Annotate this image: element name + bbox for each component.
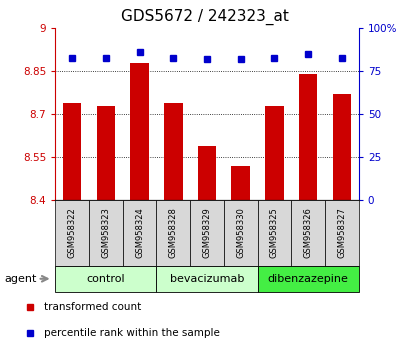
Text: bevacizumab: bevacizumab [169,274,244,284]
Bar [197,145,216,200]
Text: GSM958324: GSM958324 [135,207,144,258]
Text: GSM958325: GSM958325 [269,207,278,258]
Bar [164,103,182,200]
Text: GDS5672 / 242323_at: GDS5672 / 242323_at [121,9,288,25]
Text: GSM958327: GSM958327 [337,207,346,258]
Bar [97,105,115,200]
Bar [130,63,148,200]
Text: transformed count: transformed count [45,302,142,313]
Text: GSM958330: GSM958330 [236,207,245,258]
Text: dibenzazepine: dibenzazepine [267,274,348,284]
Text: agent: agent [4,274,36,284]
Text: GSM958323: GSM958323 [101,207,110,258]
Bar [231,166,249,200]
Text: GSM958322: GSM958322 [67,207,76,258]
Bar [265,105,283,200]
Bar [63,103,81,200]
Text: control: control [86,274,125,284]
Text: GSM958328: GSM958328 [169,207,178,258]
Bar [298,74,317,200]
Text: GSM958326: GSM958326 [303,207,312,258]
Bar [332,94,350,200]
Text: GSM958329: GSM958329 [202,207,211,258]
Text: percentile rank within the sample: percentile rank within the sample [45,328,220,338]
